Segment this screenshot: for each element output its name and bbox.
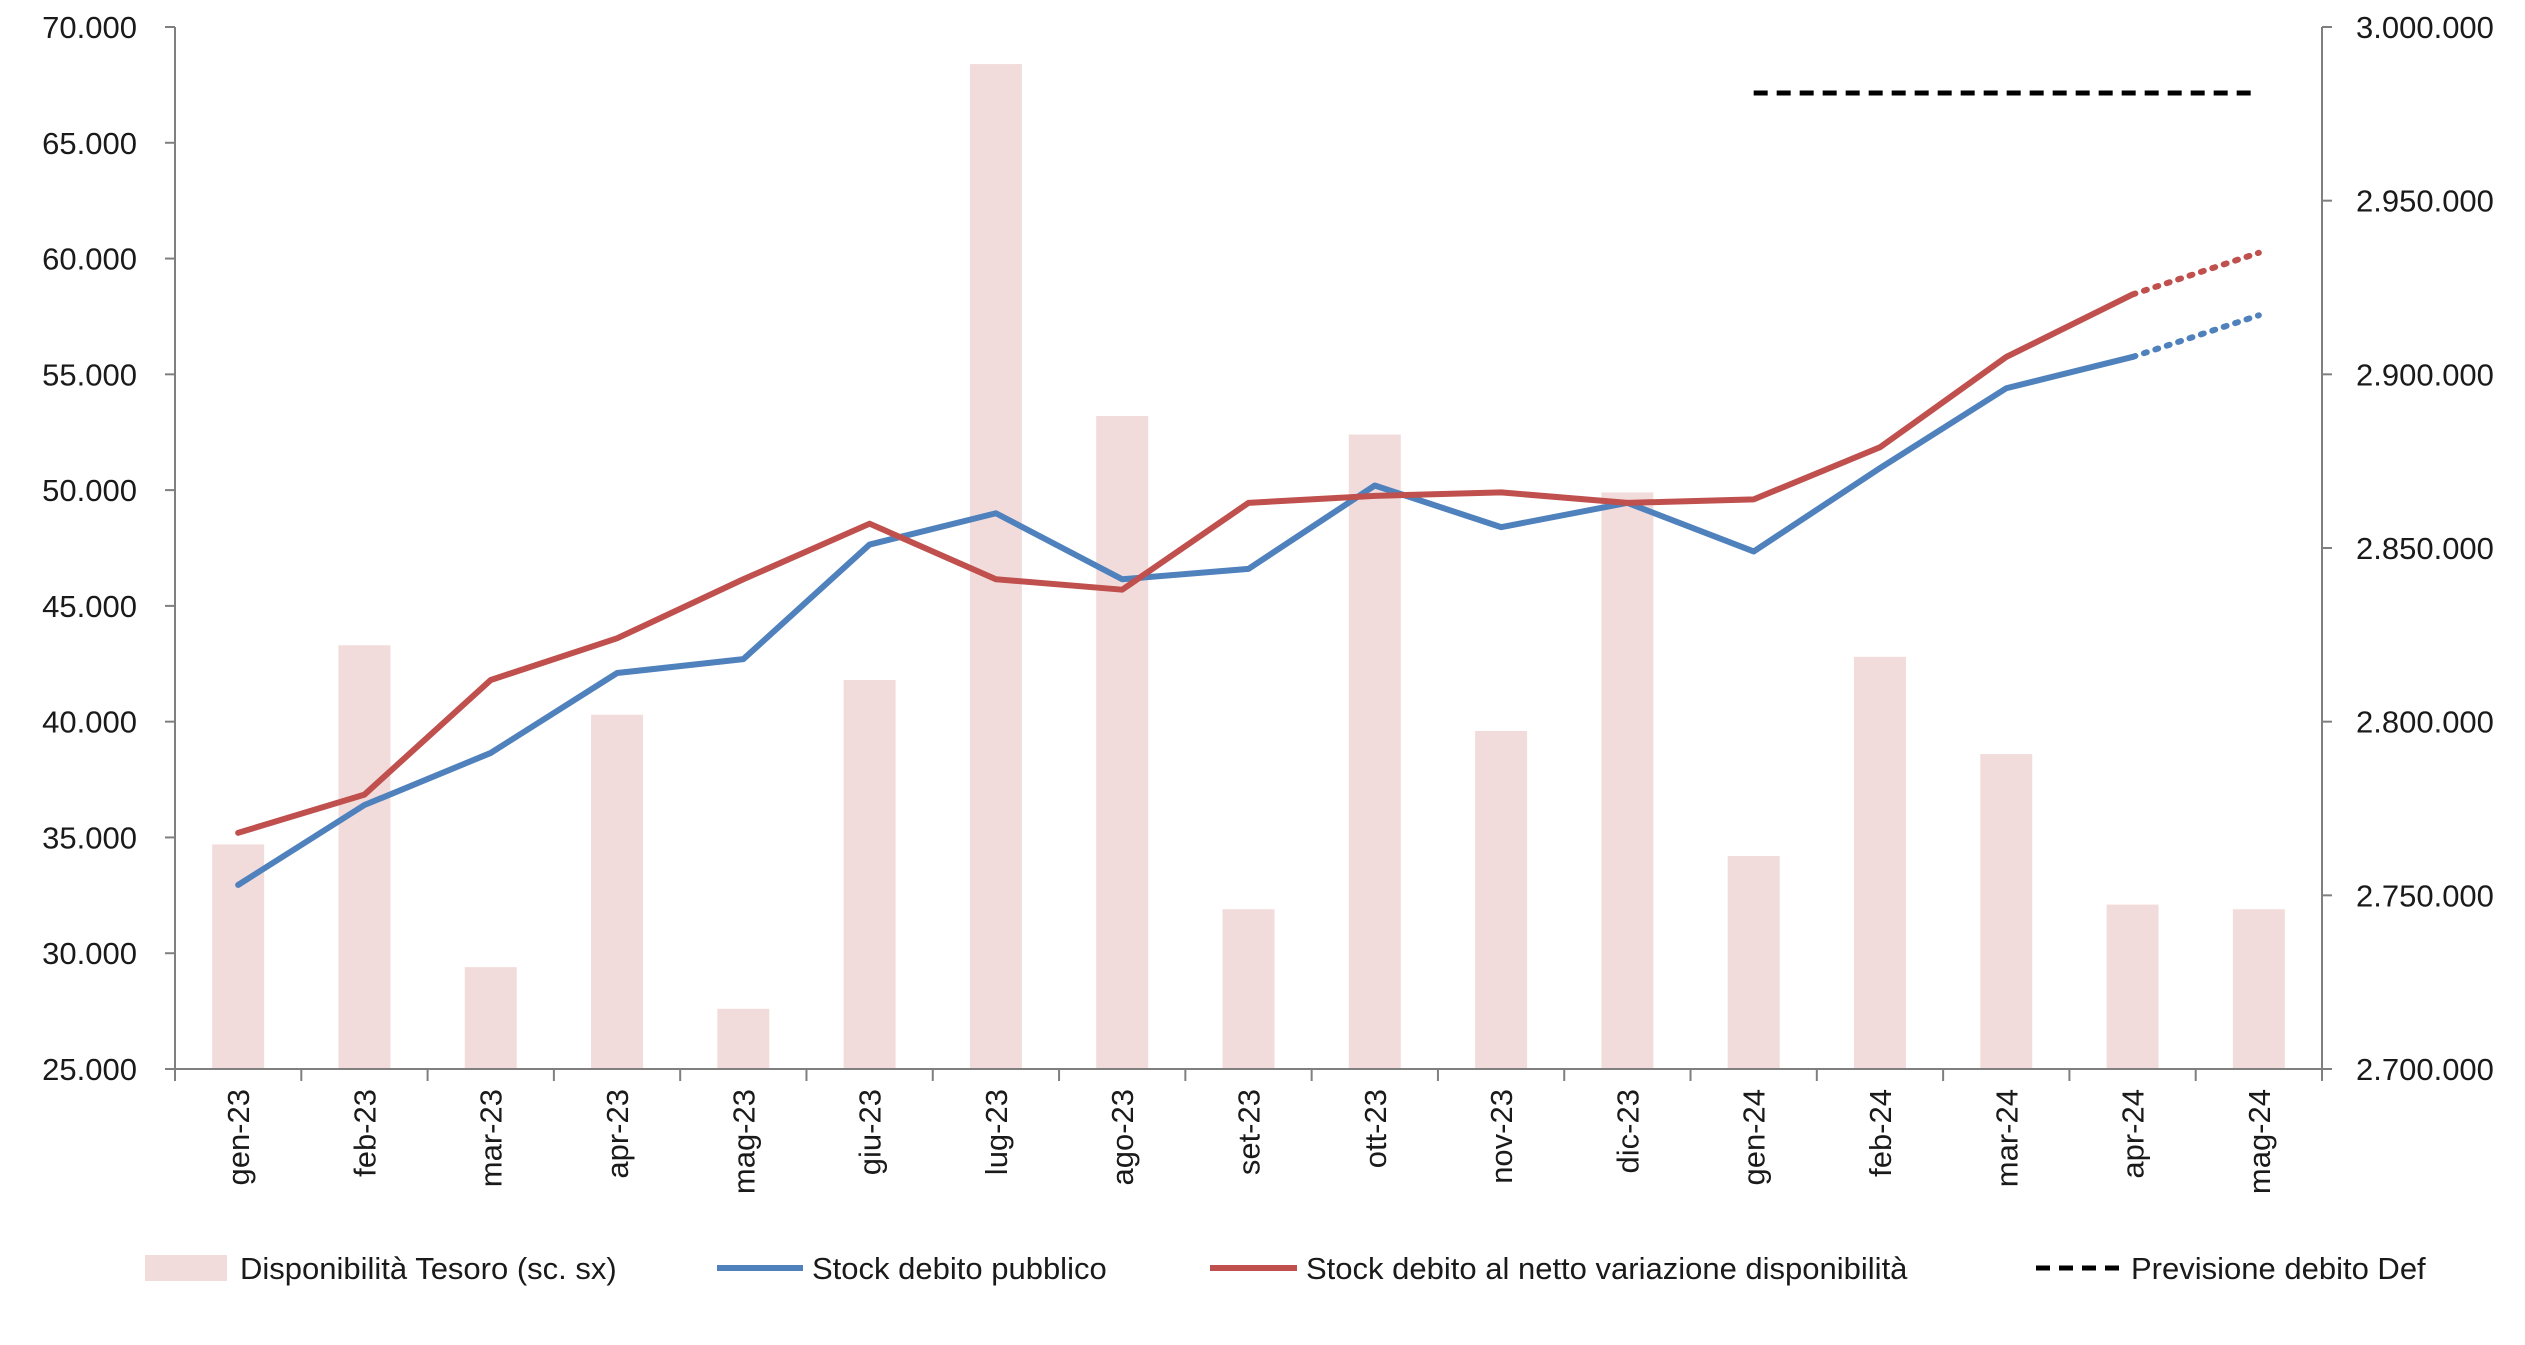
left-tick-label: 70.000 <box>42 10 137 45</box>
bar <box>1222 909 1275 1069</box>
bar <box>717 1008 770 1069</box>
left-tick-label: 35.000 <box>42 820 137 855</box>
bar <box>591 714 644 1069</box>
x-tick-label: set-23 <box>1232 1089 1267 1175</box>
bars-layer <box>212 64 2285 1070</box>
legend-label: Stock debito pubblico <box>812 1251 1107 1286</box>
labels-layer: 25.000 30.000 35.000 40.000 45.000 50.000 55.0… <box>42 10 2494 1194</box>
x-tick-label: mag-24 <box>2242 1089 2277 1194</box>
right-tick-label: 3.000.000 <box>2356 10 2494 45</box>
series-line <box>235 291 2136 836</box>
right-tick-label: 2.800.000 <box>2356 705 2494 740</box>
left-tick-label: 50.000 <box>42 473 137 508</box>
x-tick-label: nov-23 <box>1484 1089 1519 1184</box>
left-tick-label: 25.000 <box>42 1052 137 1087</box>
bar <box>1348 434 1401 1069</box>
x-tick-label: giu-23 <box>853 1089 888 1175</box>
bar <box>1727 855 1780 1069</box>
x-tick-label: gen-23 <box>221 1089 256 1186</box>
bar <box>843 679 896 1069</box>
right-tick-label: 2.700.000 <box>2356 1052 2494 1087</box>
bar <box>1096 416 1149 1070</box>
bar <box>969 64 1022 1069</box>
x-tick-label: mar-24 <box>1989 1089 2024 1187</box>
legend-swatch <box>145 1255 227 1281</box>
bar <box>212 844 265 1069</box>
series-line <box>235 353 2136 888</box>
bar <box>1980 754 2033 1069</box>
legend-label: Disponibilità Tesoro (sc. sx) <box>240 1251 617 1286</box>
x-tick-label: gen-24 <box>1737 1089 1772 1186</box>
legend-label: Previsione debito Def <box>2131 1251 2426 1286</box>
x-tick-label: apr-24 <box>2116 1089 2151 1179</box>
x-tick-label: dic-23 <box>1610 1089 1645 1173</box>
bar <box>2106 904 2159 1069</box>
bar <box>338 645 391 1069</box>
x-tick-label: lug-23 <box>979 1089 1014 1175</box>
left-tick-label: 65.000 <box>42 126 137 161</box>
x-tick-label: ago-23 <box>1105 1089 1140 1186</box>
legend-label: Stock debito al netto variazione disponi… <box>1306 1251 1908 1286</box>
bar <box>1475 730 1528 1069</box>
x-tick-label: feb-24 <box>1863 1089 1898 1177</box>
left-tick-label: 30.000 <box>42 936 137 971</box>
bar <box>464 967 517 1069</box>
left-tick-label: 60.000 <box>42 242 137 277</box>
x-tick-label: apr-23 <box>600 1089 635 1179</box>
right-tick-label: 2.750.000 <box>2356 878 2494 913</box>
axes-layer <box>165 26 2332 1081</box>
bar <box>1601 492 1654 1070</box>
left-tick-label: 45.000 <box>42 589 137 624</box>
lines-layer <box>235 90 2262 888</box>
series-projection-line <box>2129 312 2262 360</box>
x-tick-label: ott-23 <box>1358 1089 1393 1168</box>
x-tick-label: feb-23 <box>347 1089 382 1177</box>
right-tick-label: 2.950.000 <box>2356 184 2494 219</box>
right-tick-label: 2.900.000 <box>2356 357 2494 392</box>
x-tick-label: mar-23 <box>474 1089 509 1187</box>
left-tick-label: 55.000 <box>42 357 137 392</box>
legend: Disponibilità Tesoro (sc. sx) Stock debit… <box>145 1251 2426 1286</box>
series-projection-line <box>2129 249 2262 298</box>
bar <box>1853 656 1906 1069</box>
right-tick-label: 2.850.000 <box>2356 531 2494 566</box>
left-tick-label: 40.000 <box>42 705 137 740</box>
x-tick-label: mag-23 <box>726 1089 761 1194</box>
bar <box>2232 909 2285 1069</box>
